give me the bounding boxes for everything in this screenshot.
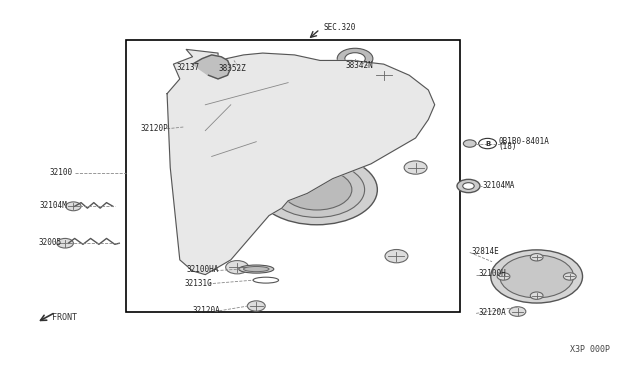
Circle shape xyxy=(213,87,236,100)
Text: 32104MA: 32104MA xyxy=(483,181,515,190)
Circle shape xyxy=(66,202,81,211)
Circle shape xyxy=(282,169,352,210)
Circle shape xyxy=(345,53,365,64)
Circle shape xyxy=(337,48,373,69)
Circle shape xyxy=(509,307,526,316)
Circle shape xyxy=(372,68,395,82)
Circle shape xyxy=(491,250,582,303)
Circle shape xyxy=(563,273,576,280)
Circle shape xyxy=(226,83,248,97)
Text: 32100H: 32100H xyxy=(478,269,506,278)
Text: B: B xyxy=(485,141,490,147)
Circle shape xyxy=(457,179,480,193)
Ellipse shape xyxy=(244,266,269,272)
Text: 32131G: 32131G xyxy=(184,279,212,288)
Circle shape xyxy=(531,254,543,261)
Circle shape xyxy=(479,138,497,149)
Text: 32100HA: 32100HA xyxy=(186,265,218,274)
Circle shape xyxy=(239,80,261,93)
Text: 38352Z: 38352Z xyxy=(218,64,246,73)
Bar xyxy=(125,40,460,311)
Text: 32100: 32100 xyxy=(49,168,72,177)
Text: 32120A: 32120A xyxy=(193,306,220,315)
Text: 32104M: 32104M xyxy=(40,201,67,210)
Ellipse shape xyxy=(239,265,274,273)
Circle shape xyxy=(385,250,408,263)
Circle shape xyxy=(256,155,378,225)
Text: X3P 000P: X3P 000P xyxy=(570,345,610,354)
Circle shape xyxy=(497,273,510,280)
Circle shape xyxy=(463,183,474,189)
Circle shape xyxy=(500,255,573,298)
Text: 32814E: 32814E xyxy=(472,247,499,256)
Text: SEC.320: SEC.320 xyxy=(323,23,356,32)
Text: 32137: 32137 xyxy=(177,63,200,72)
Polygon shape xyxy=(193,55,231,79)
Text: (18): (18) xyxy=(499,142,517,151)
Circle shape xyxy=(173,121,193,132)
Text: FRONT: FRONT xyxy=(52,312,77,321)
Circle shape xyxy=(304,110,362,144)
Circle shape xyxy=(404,161,427,174)
Text: 38342N: 38342N xyxy=(346,61,373,70)
Polygon shape xyxy=(167,49,435,275)
Circle shape xyxy=(463,140,476,147)
Text: 32120P: 32120P xyxy=(140,124,168,133)
Text: 32005: 32005 xyxy=(38,238,61,247)
Text: 32120A: 32120A xyxy=(478,308,506,317)
Circle shape xyxy=(226,260,248,274)
Circle shape xyxy=(269,162,365,217)
Circle shape xyxy=(57,238,74,248)
Circle shape xyxy=(314,116,352,138)
Circle shape xyxy=(247,301,265,311)
Circle shape xyxy=(200,65,223,78)
Text: 0B1B0-8401A: 0B1B0-8401A xyxy=(499,137,549,146)
Circle shape xyxy=(531,292,543,299)
